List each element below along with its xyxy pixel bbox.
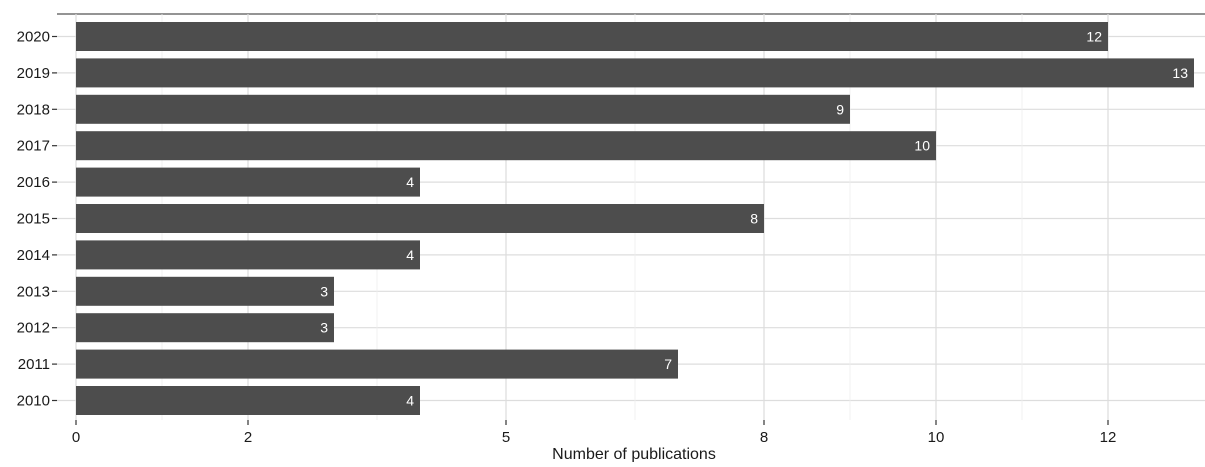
- bar-2014: [76, 240, 420, 270]
- y-axis: 2020 2019 2018 2017 2016 2015 2014 2013 2012 2011…: [17, 29, 57, 410]
- data-label-2014: 4: [406, 247, 414, 263]
- y-tick-label-2012: 2012: [17, 320, 50, 337]
- y-tick-label-2014: 2014: [17, 247, 50, 264]
- y-tick-label-2010: 2010: [17, 393, 50, 410]
- data-label-2011: 7: [664, 356, 672, 372]
- data-label-2019: 13: [1172, 65, 1188, 81]
- x-axis: 0 2 5 8 10 12: [72, 420, 1117, 446]
- y-tick-label-2020: 2020: [17, 29, 50, 46]
- y-tick-label-2011: 2011: [18, 356, 50, 373]
- bar-2010: [76, 386, 420, 415]
- bar-2013: [76, 276, 334, 306]
- x-tick-label: 12: [1100, 429, 1117, 446]
- bar-2015: [76, 204, 764, 233]
- x-tick-label: 2: [244, 429, 252, 446]
- bar-2012: [76, 313, 334, 343]
- bar-2020: [76, 22, 1108, 51]
- y-tick-label-2019: 2019: [17, 65, 50, 82]
- bar-2018: [76, 94, 850, 124]
- y-tick-label-2016: 2016: [17, 174, 50, 191]
- y-tick-label-2013: 2013: [17, 283, 50, 300]
- x-tick-label: 5: [502, 429, 510, 446]
- y-tick-label-2018: 2018: [17, 101, 50, 118]
- x-tick-label: 0: [72, 429, 80, 446]
- data-label-2013: 3: [320, 283, 328, 299]
- data-label-2016: 4: [406, 174, 414, 190]
- bar-2011: [76, 349, 678, 379]
- bars: 12 13 9 10 4 8 4 3 3 7 4: [76, 22, 1194, 415]
- data-label-2017: 10: [914, 138, 930, 154]
- y-tick-label-2015: 2015: [17, 211, 50, 228]
- data-label-2010: 4: [406, 393, 414, 409]
- data-label-2018: 9: [836, 101, 844, 117]
- bar-2016: [76, 167, 420, 197]
- data-label-2020: 12: [1086, 29, 1102, 45]
- bar-2019: [76, 58, 1194, 88]
- x-tick-label: 10: [928, 429, 945, 446]
- bar-2017: [76, 131, 936, 161]
- data-label-2012: 3: [320, 320, 328, 336]
- data-label-2015: 8: [750, 211, 758, 227]
- x-tick-label: 8: [760, 429, 768, 446]
- y-tick-label-2017: 2017: [17, 138, 50, 155]
- x-axis-title: Number of publications: [552, 446, 716, 462]
